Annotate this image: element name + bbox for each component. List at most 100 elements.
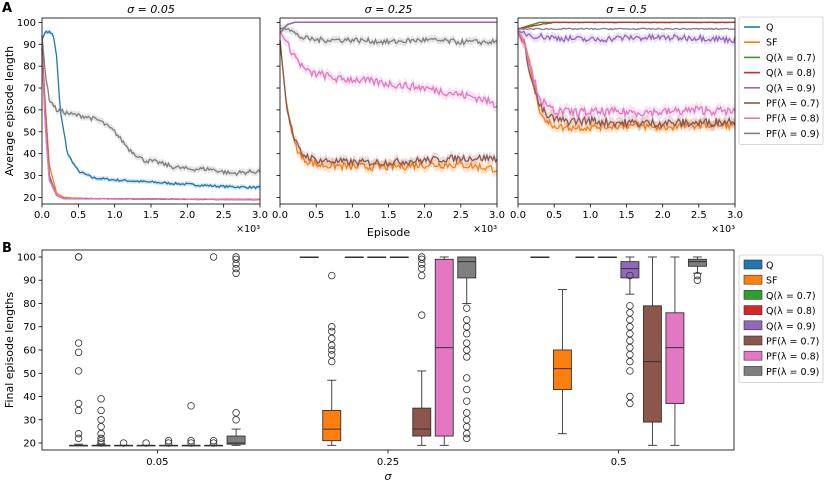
series-band-6 [280, 35, 497, 171]
legend-swatch [743, 350, 763, 361]
box [91, 395, 111, 447]
x-tick-label: 1.5 [381, 210, 397, 221]
legend-label: PF(λ = 0.9) [766, 129, 819, 140]
outlier [418, 271, 426, 280]
series-line-5 [41, 48, 260, 201]
box [642, 256, 662, 446]
x-multiplier: ×10³ [473, 224, 497, 235]
outlier [693, 276, 702, 284]
y-axis-label: Average episode length [3, 46, 16, 176]
outlier [418, 264, 426, 273]
outlier [97, 434, 105, 443]
outlier [187, 439, 195, 447]
outlier [187, 436, 195, 445]
line-panel-2: 0.0 0.5 1.0 1.5 2.0 2.5 3.0 σ = 0.25 ×10³ Episode [272, 3, 505, 239]
outlier [328, 346, 336, 354]
series-band-8 [42, 32, 260, 179]
y-tick-label: 60 [23, 105, 36, 116]
box-iqr [665, 312, 685, 404]
outlier [463, 353, 471, 361]
outlier [626, 323, 634, 331]
legend-swatch [743, 320, 763, 331]
y-tick-label: 50 [23, 369, 36, 380]
series-line-8 [518, 27, 736, 31]
series-line-3 [279, 21, 497, 34]
outlier [97, 406, 105, 415]
legend-label: SF [766, 276, 778, 287]
series-line-2 [517, 30, 736, 133]
outlier [232, 416, 240, 424]
y-tick-label: 90 [23, 40, 36, 51]
box [687, 256, 707, 284]
outlier [463, 423, 471, 431]
x-tick-label: 1.0 [582, 210, 598, 221]
box [226, 253, 246, 446]
box [299, 256, 319, 259]
box [575, 256, 595, 259]
box [344, 256, 364, 259]
y-tick-label: 30 [23, 415, 36, 426]
legend-lines: Q SF Q(λ = 0.7) Q(λ = 0.8) Q(λ = 0.9) PF(λ = … [738, 16, 824, 145]
outlier [463, 409, 471, 417]
series-line-4 [517, 21, 735, 30]
series-line-8 [279, 26, 498, 47]
outlier [626, 271, 634, 280]
legend-swatch [743, 259, 763, 270]
box-iqr [642, 305, 662, 423]
outlier [626, 399, 634, 408]
outlier [463, 416, 471, 424]
box [114, 439, 134, 447]
outlier [626, 302, 634, 310]
legend-label: Q(λ = 0.9) [766, 321, 816, 332]
outlier [232, 409, 240, 417]
y-tick-label: 60 [23, 346, 36, 357]
legend-label: Q(λ = 0.7) [766, 291, 816, 302]
outlier [97, 439, 105, 447]
y-tick-label: 30 [23, 171, 36, 182]
outlier [328, 271, 336, 280]
x-tick-label: 3.0 [489, 210, 505, 221]
box [530, 256, 550, 259]
outlier [626, 316, 634, 324]
legend-label: Q(λ = 0.8) [766, 306, 816, 317]
outlier [418, 311, 426, 319]
outlier [626, 367, 634, 375]
outlier [463, 330, 471, 338]
series-line-4 [41, 48, 260, 201]
outlier [142, 439, 150, 447]
outlier [232, 264, 240, 273]
y-axis-label: Final episode lengths [3, 292, 16, 408]
box [552, 289, 572, 435]
outlier [463, 397, 471, 405]
box [69, 253, 89, 447]
legend-label: Q(λ = 0.8) [766, 68, 816, 79]
box-iqr [412, 407, 432, 437]
outlier [463, 434, 471, 443]
outlier [119, 439, 128, 447]
series-band-7 [280, 26, 497, 113]
box [159, 436, 179, 447]
outlier [328, 357, 336, 366]
chart-title: σ = 0.5 [606, 3, 647, 16]
box [389, 256, 409, 259]
y-tick-label: 40 [23, 149, 36, 160]
y-tick-label: 20 [23, 439, 36, 450]
y-tick-label: 90 [23, 276, 36, 287]
box [367, 256, 387, 259]
chart-title: σ = 0.25 [365, 3, 413, 16]
y-tick-label: 70 [23, 84, 36, 95]
outlier [626, 343, 634, 352]
outlier [328, 323, 336, 331]
legend-label: Q(λ = 0.7) [766, 53, 816, 64]
x-tick-label: 3.0 [252, 210, 268, 221]
outlier [74, 399, 83, 408]
legend-frame [738, 254, 824, 383]
box-iqr [687, 258, 707, 267]
y-tick-label: 20 [23, 193, 36, 204]
x-tick-label: 0.0 [272, 210, 288, 221]
box [181, 402, 201, 447]
outlier [232, 255, 240, 264]
outlier [74, 430, 83, 438]
legend-label: PF(λ = 0.7) [766, 337, 819, 348]
